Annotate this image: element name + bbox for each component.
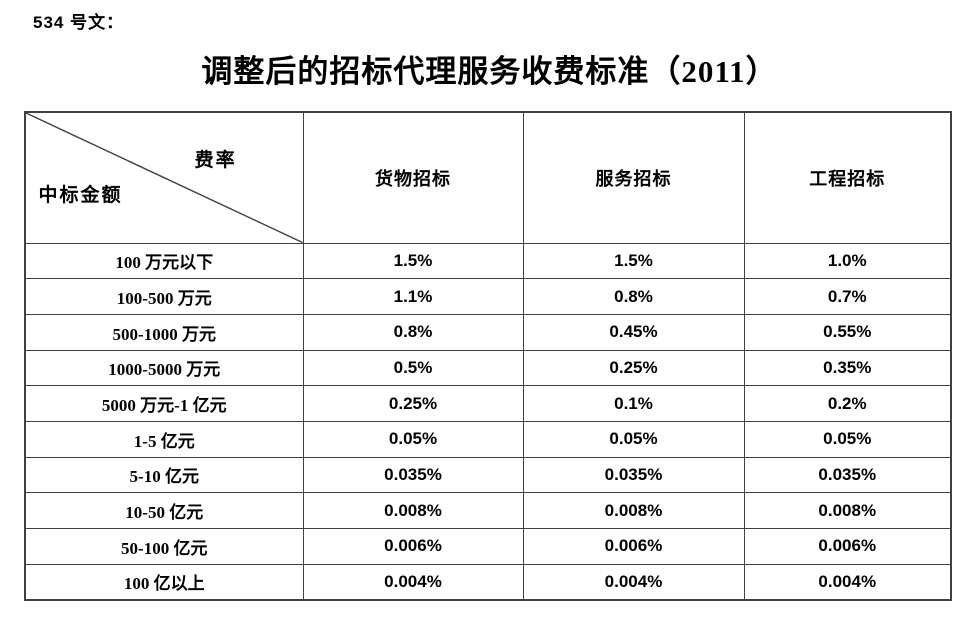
page-title: 调整后的招标代理服务收费标准（2011）: [201, 54, 778, 89]
row-label: 50-100 亿元: [24, 528, 304, 565]
rate-cell: 0.006%: [522, 528, 745, 565]
rate-cell: 1.1%: [302, 278, 524, 315]
rate-cell: 0.8%: [302, 313, 524, 351]
rate-cell: 0.05%: [522, 420, 745, 458]
table-row: 50-100 亿元 0.006% 0.006% 0.006%: [24, 528, 952, 565]
rate-cell: 0.1%: [522, 385, 745, 422]
row-label: 5-10 亿元: [24, 456, 304, 494]
column-header-engineering: 工程招标: [743, 111, 952, 244]
diagonal-divider-line: [26, 113, 303, 243]
rate-cell: 0.006%: [302, 528, 524, 565]
table-row: 500-1000 万元 0.8% 0.45% 0.55%: [24, 313, 952, 351]
rate-cell: 0.008%: [302, 492, 524, 529]
row-label: 1000-5000 万元: [24, 349, 304, 387]
rate-cell: 0.05%: [302, 420, 524, 458]
rate-cell: 0.05%: [743, 420, 952, 458]
column-header-goods: 货物招标: [302, 111, 524, 244]
rate-cell: 0.004%: [522, 563, 745, 601]
row-label: 100 亿以上: [24, 563, 304, 601]
rate-cell: 0.5%: [302, 349, 524, 387]
row-label: 500-1000 万元: [24, 313, 304, 351]
table-row: 10-50 亿元 0.008% 0.008% 0.008%: [24, 492, 952, 529]
table-row: 5000 万元-1 亿元 0.25% 0.1% 0.2%: [24, 385, 952, 422]
corner-header-cell: 费率 中标金额: [24, 111, 304, 244]
rate-cell: 0.008%: [743, 492, 952, 529]
table-row: 1-5 亿元 0.05% 0.05% 0.05%: [24, 420, 952, 458]
table-row: 100-500 万元 1.1% 0.8% 0.7%: [24, 278, 952, 315]
table-row: 100 万元以下 1.5% 1.5% 1.0%: [24, 242, 952, 280]
rate-cell: 0.004%: [743, 563, 952, 601]
row-label: 100 万元以下: [24, 242, 304, 280]
corner-label-rate: 费率: [194, 150, 237, 172]
rate-cell: 0.7%: [743, 278, 952, 315]
row-label: 1-5 亿元: [24, 420, 304, 458]
rate-cell: 1.0%: [743, 242, 952, 280]
table-row: 100 亿以上 0.004% 0.004% 0.004%: [24, 563, 952, 601]
rate-cell: 0.008%: [522, 492, 745, 529]
table-row: 5-10 亿元 0.035% 0.035% 0.035%: [24, 456, 952, 494]
rate-cell: 0.035%: [743, 456, 952, 494]
table-header: 费率 中标金额 货物招标 服务招标 工程招标: [24, 111, 952, 244]
doc-number-label: 534 号文：: [33, 13, 125, 32]
column-header-services: 服务招标: [522, 111, 745, 244]
rate-cell: 1.5%: [522, 242, 745, 280]
header-row: 费率 中标金额 货物招标 服务招标 工程招标: [24, 111, 952, 244]
table-body: 100 万元以下 1.5% 1.5% 1.0% 100-500 万元 1.1% …: [24, 242, 952, 601]
rate-cell: 0.004%: [302, 563, 524, 601]
rate-cell: 0.2%: [743, 385, 952, 422]
rate-cell: 0.035%: [522, 456, 745, 494]
rate-cell: 0.006%: [743, 528, 952, 565]
fee-rate-table: 费率 中标金额 货物招标 服务招标 工程招标 100 万元以下 1.5% 1.5…: [24, 111, 952, 601]
corner-label-amount: 中标金额: [38, 185, 123, 207]
table-row: 1000-5000 万元 0.5% 0.25% 0.35%: [24, 349, 952, 387]
rate-cell: 0.45%: [522, 313, 745, 351]
rate-cell: 0.035%: [302, 456, 524, 494]
rate-cell: 0.25%: [522, 349, 745, 387]
row-label: 5000 万元-1 亿元: [24, 385, 304, 422]
rate-cell: 0.55%: [743, 313, 952, 351]
row-label: 100-500 万元: [24, 278, 304, 315]
row-label: 10-50 亿元: [24, 492, 304, 529]
rate-cell: 0.8%: [522, 278, 745, 315]
rate-cell: 0.35%: [743, 349, 952, 387]
rate-cell: 1.5%: [302, 242, 524, 280]
rate-cell: 0.25%: [302, 385, 524, 422]
